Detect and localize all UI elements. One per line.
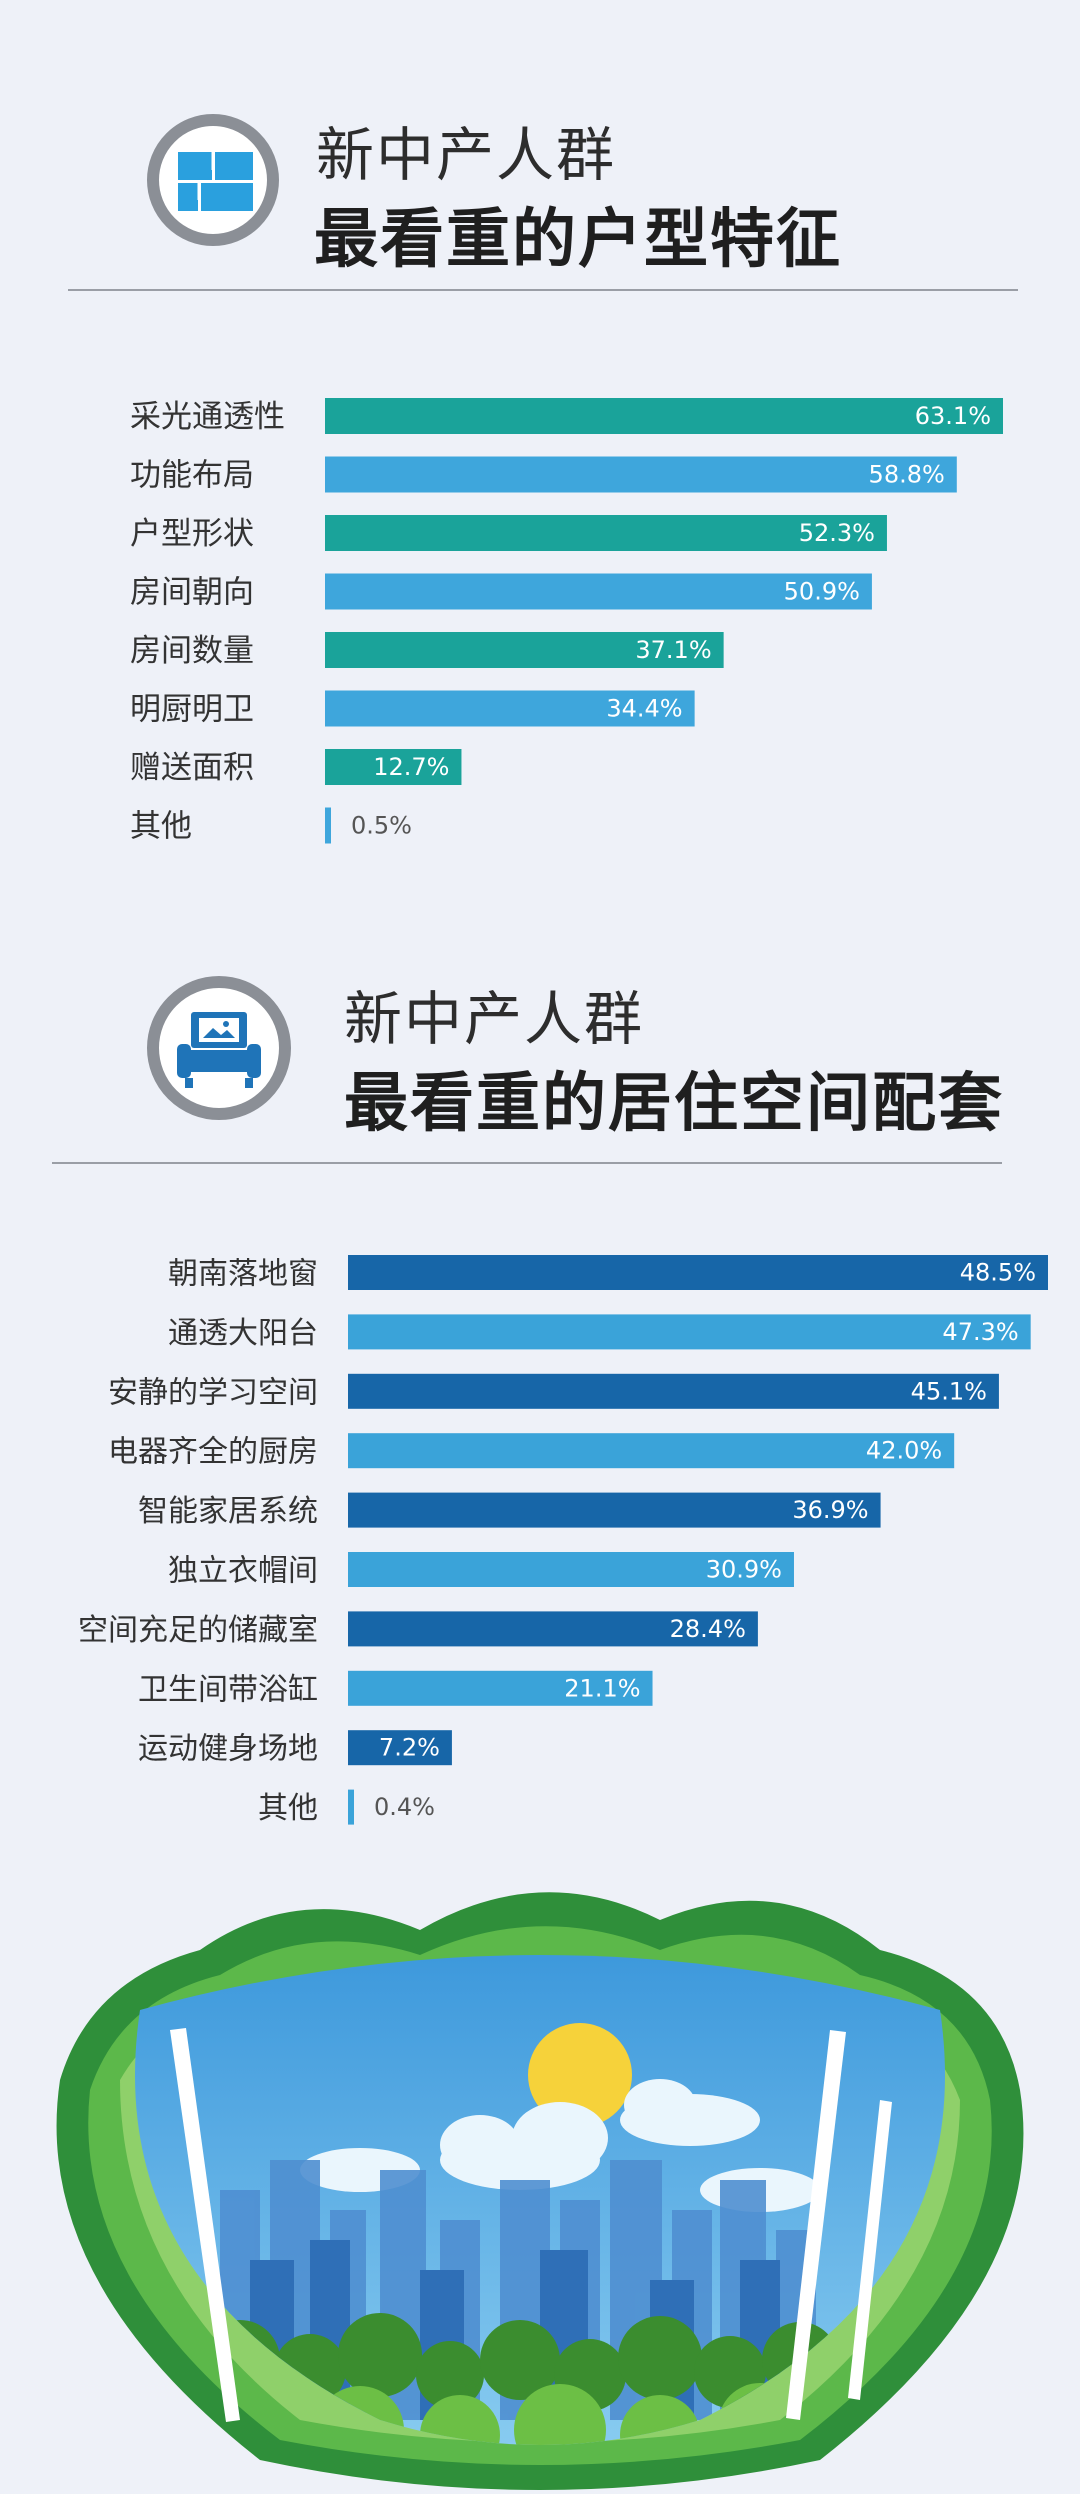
bar <box>348 1611 758 1647</box>
category-label: 采光通透性 <box>130 399 285 435</box>
divider <box>68 289 1018 291</box>
value-label: 63.1% <box>915 402 991 430</box>
value-label: 0.4% <box>374 1793 435 1821</box>
section-layout-features: 新中产人群 最看重的户型特征 采光通透性 63.1% 功能布局 58.8% 户型形状 52… <box>0 0 1080 900</box>
category-label: 房间朝向 <box>130 575 254 611</box>
category-label: 赠送面积 <box>130 750 254 786</box>
section-title-line1: 新中产人群 <box>344 985 645 1053</box>
bar <box>348 1552 794 1587</box>
value-label: 28.4% <box>670 1615 746 1643</box>
category-label: 其他 <box>130 809 192 845</box>
value-label: 12.7% <box>373 753 449 781</box>
category-label: 明厨明卫 <box>130 692 254 728</box>
category-label: 其他 <box>258 1791 318 1826</box>
bar <box>348 1433 955 1469</box>
value-label: 42.0% <box>866 1437 942 1465</box>
bar <box>325 807 331 844</box>
bar <box>325 398 1003 434</box>
tree-trunks <box>170 2028 892 2422</box>
value-label: 34.4% <box>606 695 682 723</box>
value-label: 37.1% <box>635 636 711 664</box>
category-label: 智能家居系统 <box>138 1494 318 1529</box>
value-label: 58.8% <box>869 461 945 489</box>
section-title-line2: 最看重的居住空间配套 <box>344 1067 1004 1141</box>
bar <box>348 1314 1031 1350</box>
value-label: 30.9% <box>706 1556 782 1584</box>
value-label: 7.2% <box>379 1734 440 1762</box>
sun-icon <box>528 2023 632 2127</box>
category-label: 功能布局 <box>130 458 254 494</box>
bar <box>325 690 695 727</box>
section-title-line1: 新中产人群 <box>316 121 617 189</box>
category-label: 空间充足的储藏室 <box>78 1613 318 1648</box>
armchair-icon <box>147 976 291 1120</box>
value-label: 0.5% <box>351 812 412 840</box>
bar <box>348 1730 452 1766</box>
value-label: 36.9% <box>792 1496 868 1524</box>
bar <box>325 632 724 668</box>
category-label: 运动健身场地 <box>138 1732 318 1767</box>
category-label: 房间数量 <box>130 633 254 669</box>
city-forest-illustration <box>56 1892 1024 2490</box>
bar <box>348 1670 653 1706</box>
section-title-line2: 最看重的户型特征 <box>314 203 842 277</box>
sky-and-city <box>135 1955 945 2445</box>
value-label: 52.3% <box>799 519 875 547</box>
category-label: 电器齐全的厨房 <box>108 1435 318 1470</box>
section-living-space: 新中产人群 最看重的居住空间配套 朝南落地窗 48.5% 通透大阳台 47.3% 安静的… <box>0 900 1080 1860</box>
bar <box>325 515 887 551</box>
category-label: 通透大阳台 <box>168 1316 318 1351</box>
bar <box>348 1789 354 1825</box>
bar <box>325 749 462 785</box>
value-label: 48.5% <box>960 1259 1036 1287</box>
bar <box>348 1255 1048 1290</box>
category-label: 朝南落地窗 <box>168 1257 318 1292</box>
floorplan-icon <box>147 114 279 246</box>
category-label: 独立衣帽间 <box>168 1554 318 1589</box>
bar <box>348 1492 881 1528</box>
bar <box>325 456 957 493</box>
category-label: 户型形状 <box>130 516 254 552</box>
bar-chart-living-space: 朝南落地窗 48.5% 通透大阳台 47.3% 安静的学习空间 45.1% 电器齐全的厨房 4… <box>78 1255 1048 1826</box>
bar-chart-layout-features: 采光通透性 63.1% 功能布局 58.8% 户型形状 52.3% 房间朝向 50.9% 房间数… <box>130 398 1003 845</box>
bar <box>325 573 872 610</box>
value-label: 50.9% <box>784 578 860 606</box>
value-label: 45.1% <box>911 1377 987 1405</box>
category-label: 卫生间带浴缸 <box>138 1672 318 1707</box>
category-label: 安静的学习空间 <box>108 1375 318 1410</box>
value-label: 21.1% <box>564 1674 640 1702</box>
divider <box>52 1162 1002 1164</box>
bar <box>348 1373 999 1409</box>
value-label: 47.3% <box>942 1318 1018 1346</box>
